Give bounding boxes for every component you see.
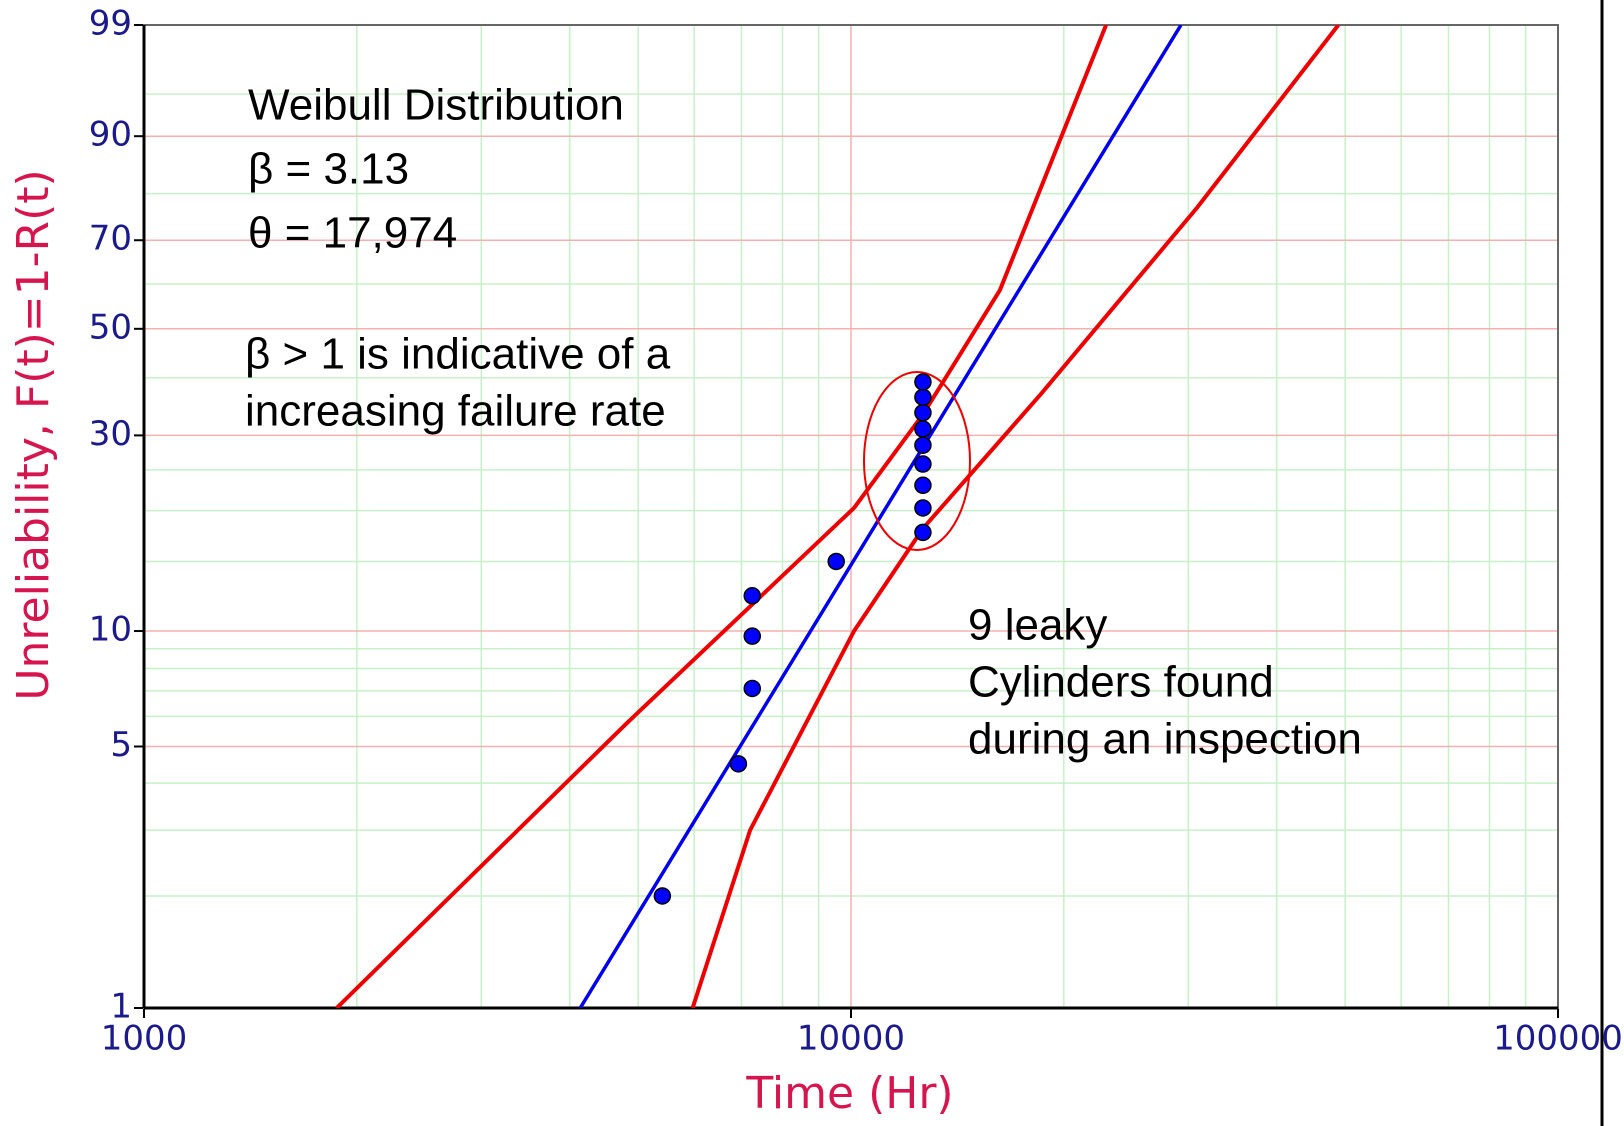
x-tick-label: 1000 [101,1019,188,1059]
data-point [729,755,748,773]
annotation: during an inspection [968,715,1362,764]
annotation: β > 1 is indicative of a [245,330,671,379]
x-tick-label: 100000 [1493,1019,1623,1059]
data-point [827,552,845,571]
annotation: Weibull Distribution [248,81,624,130]
data-point [914,403,932,422]
data-point [914,388,932,406]
grid [134,24,1559,1018]
data-point [743,627,762,645]
plot [335,25,1340,1008]
annotation: increasing failure rate [245,387,666,436]
y-axis-label: Unreliability, F(t)=1-R(t) [8,169,59,700]
y-tick-label: 99 [89,4,132,44]
y-tick-label: 90 [89,115,132,155]
data-point [653,887,672,905]
data-point [914,455,932,473]
y-tick-label: 10 [89,610,132,650]
data-point [914,499,932,517]
y-tick-label: 30 [89,414,132,454]
data-point [914,420,932,438]
annotation: β = 3.13 [248,145,409,194]
data-point [914,476,932,495]
x-tick-label: 10000 [797,1019,905,1059]
confidence-bound [690,25,1340,1008]
confidence-bound [335,25,1108,1008]
data-point [743,679,762,698]
data-point [914,436,932,454]
data-point [743,587,762,605]
annotation: θ = 17,974 [248,209,457,258]
y-tick-label: 50 [89,307,132,347]
data-point [914,373,932,391]
y-tick-label: 5 [110,725,132,765]
annotation: Cylinders found [968,658,1274,707]
fit-line [578,25,1183,1008]
data-point [914,523,932,542]
y-tick-label: 1 [110,987,132,1027]
x-axis-label: Time (Hr) [745,1068,953,1119]
y-tick-label: 70 [89,219,132,259]
annotation: 9 leaky [968,601,1107,650]
highlight-ellipse [863,371,971,551]
